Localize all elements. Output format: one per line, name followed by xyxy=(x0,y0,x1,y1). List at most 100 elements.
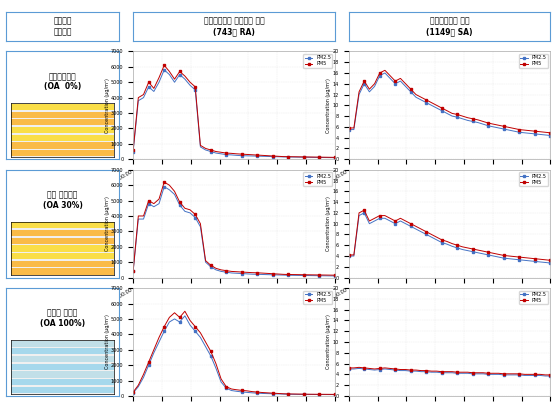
PM5 xyxy=(197,330,203,335)
PM2.5 xyxy=(311,273,317,278)
PM2.5 xyxy=(207,149,214,154)
PM5 xyxy=(469,370,476,375)
PM2.5 xyxy=(285,392,292,397)
PM2.5 xyxy=(542,260,549,265)
PM5 xyxy=(249,389,255,394)
PM2.5 xyxy=(485,372,492,377)
PM5 xyxy=(392,366,399,371)
PM5 xyxy=(444,108,450,113)
PM2.5 xyxy=(495,372,502,377)
PM2.5 xyxy=(418,97,424,102)
PM5 xyxy=(490,251,497,256)
PM5 xyxy=(156,197,162,202)
PM5 xyxy=(295,391,302,396)
PM5 xyxy=(285,391,292,396)
PM2.5 xyxy=(516,372,523,377)
PM2.5 xyxy=(454,246,461,250)
PM5 xyxy=(408,221,414,226)
PM2.5 xyxy=(542,133,549,137)
PM5 xyxy=(264,271,271,276)
PM2.5 xyxy=(469,371,476,376)
PM2.5 xyxy=(366,221,373,226)
PM5 xyxy=(264,390,271,395)
PM5 xyxy=(542,130,549,135)
Y-axis label: Concentration (μg/m³): Concentration (μg/m³) xyxy=(326,78,331,133)
Text: 일부 외기도입
(OA 30%): 일부 외기도입 (OA 30%) xyxy=(42,190,82,210)
PM5 xyxy=(495,371,502,376)
PM2.5 xyxy=(140,95,147,100)
PM2.5 xyxy=(171,316,178,321)
PM2.5 xyxy=(212,151,219,156)
PM2.5 xyxy=(207,354,214,358)
PM5 xyxy=(485,371,492,376)
PM5 xyxy=(547,372,554,377)
PM5 xyxy=(500,124,507,129)
Legend: PM2.5, PM5: PM2.5, PM5 xyxy=(304,172,332,186)
PM5 xyxy=(521,255,528,260)
PM2.5 xyxy=(280,391,286,396)
PM2.5 xyxy=(371,219,378,223)
PM5 xyxy=(207,147,214,152)
PM5 xyxy=(413,368,419,372)
PM5 xyxy=(542,372,549,377)
PM2.5 xyxy=(331,392,338,397)
PM5 xyxy=(280,154,286,159)
PM2.5 xyxy=(234,153,240,158)
PM5 xyxy=(444,369,450,374)
PM2.5 xyxy=(223,386,230,391)
PM5 xyxy=(397,216,404,221)
PM5 xyxy=(321,392,328,397)
PM2.5 xyxy=(161,329,167,334)
PM2.5 xyxy=(135,217,142,221)
PM5 xyxy=(423,97,430,102)
PM2.5 xyxy=(187,210,193,215)
PM5 xyxy=(392,79,399,84)
PM5 xyxy=(316,392,322,397)
Line: PM5: PM5 xyxy=(132,64,336,159)
PM2.5 xyxy=(521,130,528,135)
PM5 xyxy=(202,258,209,263)
PM5 xyxy=(249,270,255,275)
PM2.5 xyxy=(244,154,250,158)
PM2.5 xyxy=(428,370,435,375)
PM5 xyxy=(331,273,338,278)
PM5 xyxy=(171,77,178,82)
PM5 xyxy=(449,111,455,116)
PM2.5 xyxy=(490,124,497,129)
PM5 xyxy=(290,272,297,277)
PM5 xyxy=(301,154,307,159)
PM2.5 xyxy=(295,392,302,397)
PM5 xyxy=(449,241,455,246)
PM2.5 xyxy=(350,254,357,259)
PM2.5 xyxy=(356,213,363,218)
PM2.5 xyxy=(218,269,225,274)
PM2.5 xyxy=(381,216,388,221)
PM5 xyxy=(275,154,281,159)
PM2.5 xyxy=(356,366,363,371)
PM5 xyxy=(228,151,235,156)
PM2.5 xyxy=(381,366,388,371)
PM5 xyxy=(500,371,507,376)
PM2.5 xyxy=(485,123,492,128)
PM5 xyxy=(350,126,357,130)
PM5 xyxy=(464,370,471,375)
PM2.5 xyxy=(516,257,523,262)
PM2.5 xyxy=(371,368,378,372)
PM2.5 xyxy=(500,126,507,131)
PM5 xyxy=(516,127,523,132)
PM5 xyxy=(171,189,178,194)
PM5 xyxy=(475,118,481,122)
PM5 xyxy=(521,128,528,133)
PM2.5 xyxy=(207,264,214,269)
PM2.5 xyxy=(259,154,266,159)
PM5 xyxy=(527,372,533,377)
PM2.5 xyxy=(202,260,209,265)
PM2.5 xyxy=(516,130,523,135)
PM5 xyxy=(485,121,492,126)
Y-axis label: Concentration (μg/m³): Concentration (μg/m³) xyxy=(105,315,110,370)
PM5 xyxy=(145,198,152,203)
PM2.5 xyxy=(423,100,430,105)
PM5 xyxy=(428,100,435,105)
PM2.5 xyxy=(228,388,235,393)
PM2.5 xyxy=(371,84,378,89)
